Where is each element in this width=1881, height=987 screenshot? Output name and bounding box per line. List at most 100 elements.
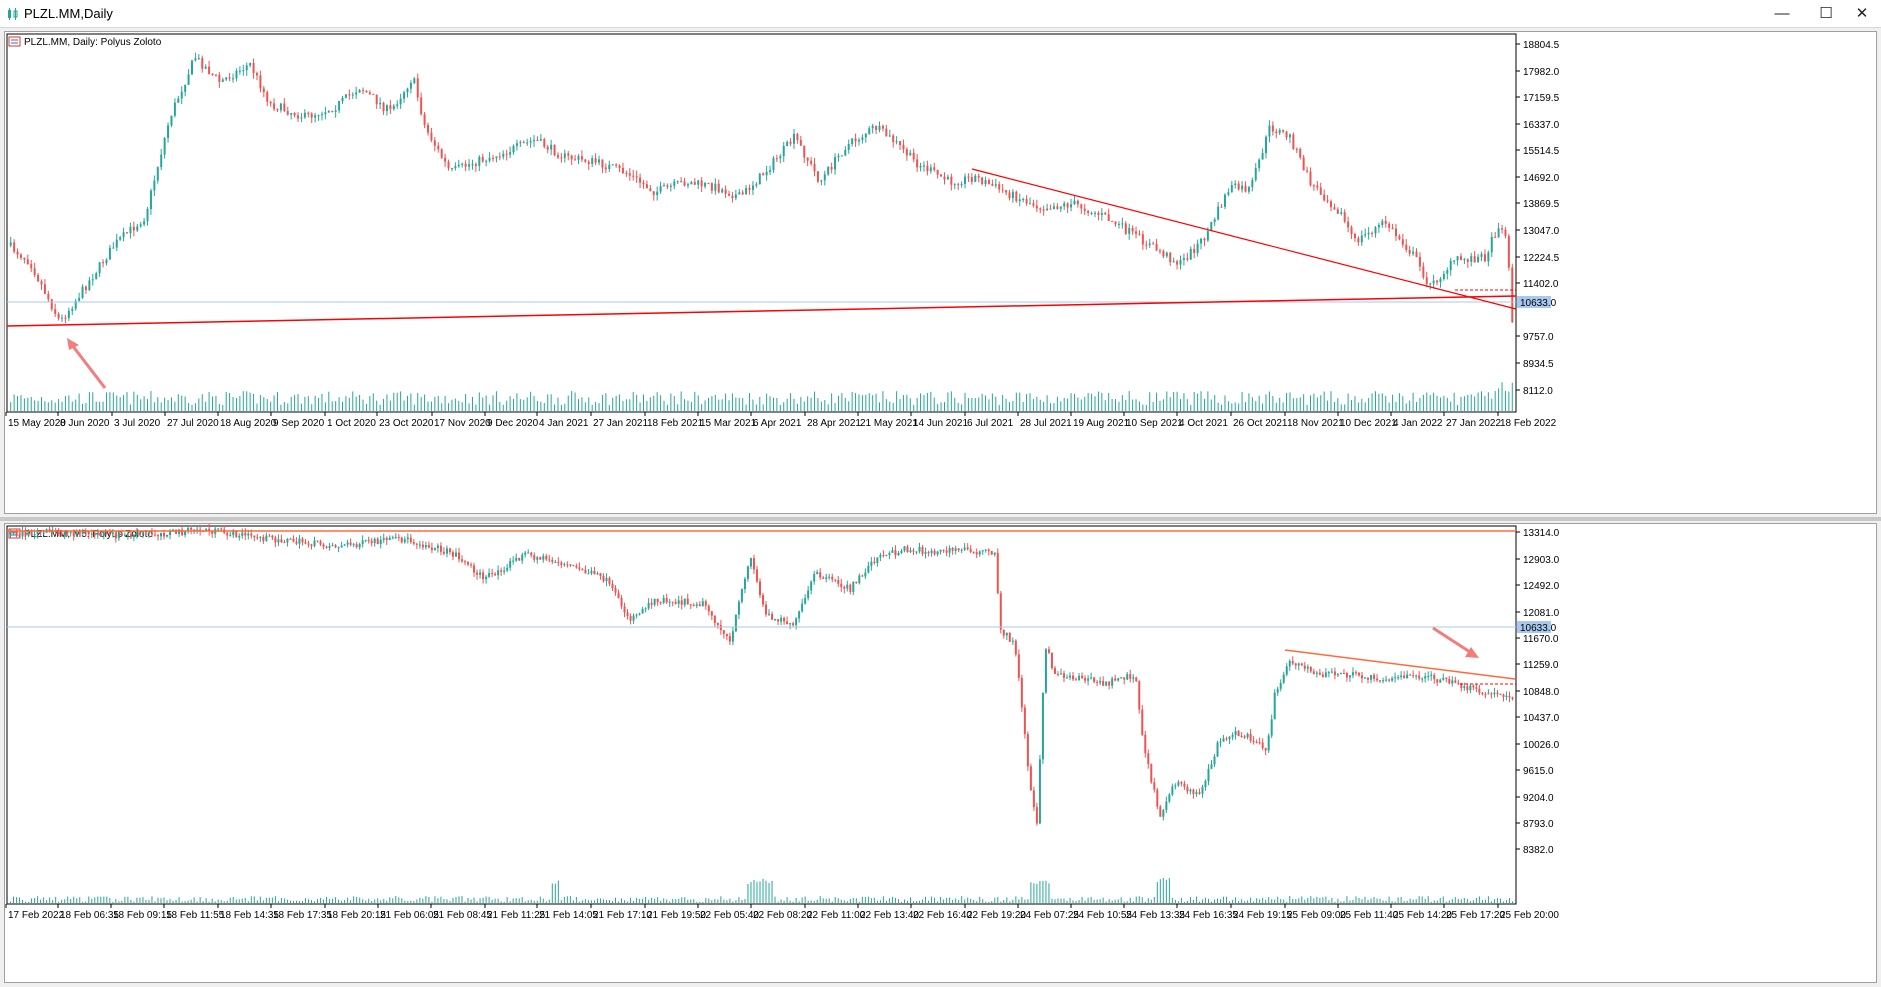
candle <box>105 258 108 266</box>
candle <box>1261 148 1264 160</box>
candle <box>1276 686 1279 696</box>
candle <box>1267 733 1270 753</box>
candle <box>30 259 33 273</box>
candle <box>1066 202 1069 213</box>
time-axis-label: 9 Dec 2020 <box>487 418 539 429</box>
candle <box>765 166 768 181</box>
candle <box>166 534 169 538</box>
pane-splitter[interactable] <box>0 517 1881 521</box>
candle <box>798 610 801 623</box>
candle <box>1370 674 1373 684</box>
candle <box>382 101 385 115</box>
candle <box>1340 207 1343 216</box>
candle <box>1275 128 1278 139</box>
candle <box>1159 804 1162 817</box>
candle <box>1138 230 1141 236</box>
candle <box>1063 670 1066 683</box>
candle <box>686 593 689 605</box>
candle <box>1273 689 1276 720</box>
candle <box>1405 239 1408 253</box>
candle <box>170 115 173 128</box>
candle <box>232 73 235 83</box>
candle <box>1309 666 1312 674</box>
candle <box>524 550 527 558</box>
candle <box>473 562 476 577</box>
price-axis-label: 10437.0 <box>1523 713 1560 724</box>
time-axis-label: 28 Apr 2021 <box>807 418 861 429</box>
candle <box>804 594 807 605</box>
candle <box>1093 211 1096 217</box>
candle <box>951 546 954 555</box>
time-axis-label: 4 Oct 2021 <box>1179 418 1228 429</box>
candle <box>1478 684 1481 696</box>
candle <box>912 148 915 163</box>
candle <box>813 157 816 177</box>
candle <box>731 191 734 203</box>
candle <box>1388 678 1391 683</box>
candle <box>1379 680 1382 683</box>
candle <box>892 133 895 148</box>
candle <box>748 184 751 195</box>
candle <box>825 573 828 583</box>
price-axis-label: 12903.0 <box>1523 555 1560 566</box>
m5-chart-canvas[interactable]: PLZL.MM, M5: Polyus Zoloto13314.012903.0… <box>5 524 1876 982</box>
maximize-button[interactable]: ☐ <box>1819 5 1833 22</box>
candle <box>1456 256 1459 266</box>
candle <box>650 598 653 609</box>
candle <box>977 173 980 183</box>
candle <box>153 175 156 197</box>
candle <box>421 540 424 550</box>
candle <box>1436 679 1439 686</box>
plot-area <box>6 33 1517 413</box>
candle <box>399 93 402 109</box>
daily-chart-canvas[interactable]: PLZL.MM, Daily: Polyus Zoloto 18804.5 1798… <box>5 32 1876 513</box>
candle <box>1177 780 1180 787</box>
candle <box>1080 203 1083 214</box>
candle <box>409 533 412 544</box>
candle <box>905 147 908 161</box>
time-axis-label: 3 Jul 2020 <box>114 418 161 429</box>
candle <box>743 576 746 594</box>
time-axis-label: 21 Feb 06:05 <box>380 910 439 921</box>
candle <box>1100 208 1103 221</box>
candle <box>921 544 924 557</box>
candle <box>587 159 590 170</box>
time-axis-label: 22 Feb 05:40 <box>700 910 759 921</box>
candle <box>551 557 554 565</box>
candle <box>238 533 241 541</box>
candle <box>933 162 936 172</box>
candle <box>649 184 652 192</box>
candle <box>1321 671 1324 678</box>
candle <box>1251 177 1254 192</box>
candle <box>1490 691 1493 699</box>
m5-chart-pane[interactable]: PLZL.MM, M5: Polyus Zoloto13314.012903.0… <box>4 523 1877 983</box>
candle <box>488 568 491 579</box>
candle <box>320 111 323 121</box>
daily-chart-pane[interactable]: PLZL.MM, Daily: Polyus Zoloto 18804.5 1798… <box>4 31 1877 514</box>
candle <box>704 182 707 189</box>
candle <box>638 612 641 616</box>
candle <box>698 601 701 607</box>
candle <box>635 613 638 619</box>
candle <box>584 565 587 574</box>
candle <box>1442 673 1445 681</box>
candle <box>1234 726 1237 740</box>
candle <box>343 544 346 546</box>
close-button[interactable]: ✕ <box>1855 5 1869 22</box>
candle <box>1243 734 1246 739</box>
candle <box>283 98 286 113</box>
candle <box>632 613 635 624</box>
candle <box>1453 260 1456 265</box>
candle <box>1309 167 1312 187</box>
candle <box>1066 674 1069 679</box>
candle <box>40 279 43 290</box>
time-axis-label: 10 Dec 2021 <box>1340 418 1397 429</box>
candle <box>635 170 638 183</box>
candle <box>888 129 891 137</box>
candle <box>942 549 945 553</box>
candle <box>1258 737 1261 745</box>
candle <box>61 314 64 323</box>
candle <box>423 111 426 129</box>
minimize-button[interactable]: — <box>1774 5 1790 22</box>
candle <box>608 576 611 586</box>
